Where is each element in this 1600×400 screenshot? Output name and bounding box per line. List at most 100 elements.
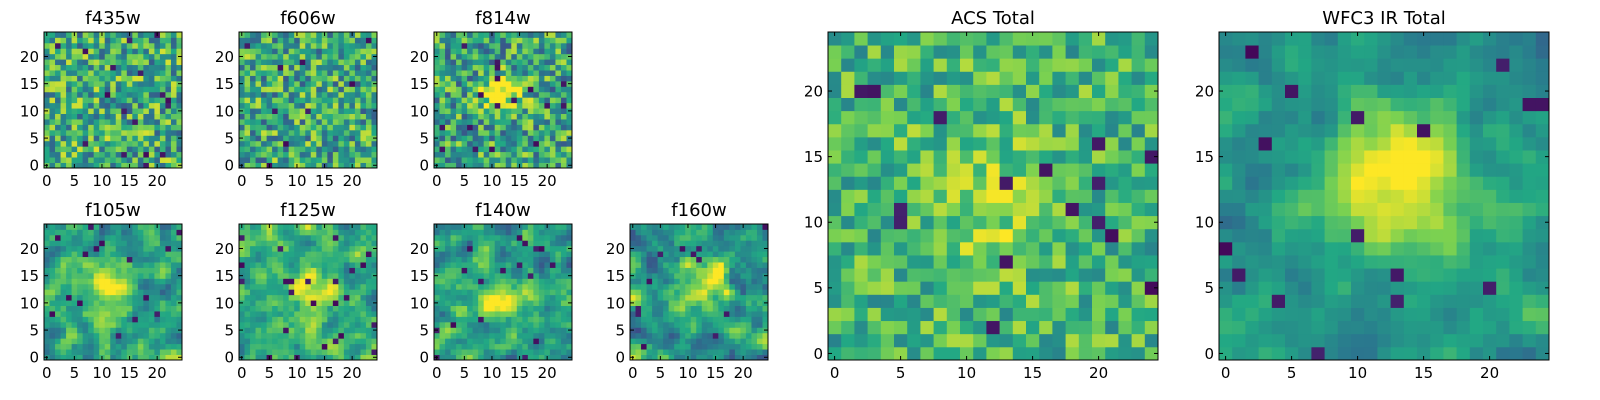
- heatmap-cell: [657, 267, 664, 274]
- heatmap-cell: [494, 354, 501, 361]
- heatmap-cell: [244, 124, 251, 131]
- heatmap-cell: [371, 86, 378, 93]
- heatmap-cell: [467, 113, 474, 120]
- heatmap-cell: [126, 140, 133, 147]
- heatmap-cell: [250, 42, 256, 49]
- heatmap-cell: [467, 267, 474, 274]
- heatmap-cell: [154, 272, 161, 279]
- heatmap-cell: [707, 229, 714, 236]
- heatmap-cell: [343, 146, 350, 153]
- heatmap-cell: [483, 311, 490, 317]
- heatmap-cell: [652, 349, 658, 355]
- heatmap-cell: [55, 283, 61, 290]
- heatmap-cell: [288, 354, 295, 361]
- heatmap-cell: [1065, 228, 1080, 243]
- heatmap-cell: [288, 321, 295, 328]
- heatmap-cell: [505, 75, 512, 82]
- heatmap-cell: [310, 338, 317, 345]
- heatmap-cell: [360, 278, 367, 285]
- heatmap-cell: [255, 91, 262, 98]
- heatmap-cell: [321, 124, 328, 131]
- heatmap-cell: [522, 119, 529, 125]
- heatmap-cell: [745, 251, 752, 258]
- heatmap-cell: [255, 321, 262, 328]
- heatmap-cell: [93, 343, 100, 350]
- heatmap-cell: [729, 229, 736, 236]
- heatmap-cell: [44, 157, 50, 163]
- heatmap-cell: [126, 157, 133, 163]
- heatmap-cell: [445, 321, 451, 328]
- heatmap-cell: [527, 251, 534, 258]
- x-tick-label: 15: [120, 172, 139, 190]
- heatmap-cell: [66, 113, 72, 120]
- heatmap-cell: [360, 108, 367, 114]
- heatmap-cell: [718, 343, 725, 350]
- heatmap-cell: [332, 140, 339, 147]
- heatmap-cell: [973, 281, 987, 295]
- heatmap-cell: [66, 338, 72, 345]
- heatmap-cell: [176, 48, 183, 55]
- heatmap-cell: [126, 245, 133, 252]
- heatmap-cell: [371, 251, 378, 258]
- heatmap-cell: [148, 278, 155, 285]
- heatmap-cell: [176, 332, 183, 339]
- heatmap-cell: [261, 97, 267, 104]
- heatmap-cell: [920, 150, 934, 164]
- heatmap-cell: [679, 294, 686, 301]
- heatmap-cell: [283, 321, 290, 328]
- heatmap-cell: [255, 86, 262, 93]
- heatmap-cell: [828, 281, 842, 295]
- y-tick-label: 5: [224, 321, 234, 339]
- heatmap-cell: [71, 42, 78, 49]
- heatmap-cell: [132, 300, 139, 306]
- heatmap-cell: [483, 53, 490, 60]
- x-tick-label: 20: [734, 364, 753, 382]
- heatmap-cell: [115, 327, 122, 334]
- heatmap-cell: [467, 91, 474, 98]
- heatmap-cell: [494, 108, 501, 114]
- heatmap-cell: [511, 283, 518, 290]
- heatmap-cell: [630, 343, 636, 350]
- heatmap-cell: [93, 91, 100, 98]
- heatmap-cell: [723, 256, 730, 263]
- heatmap-cell: [165, 300, 172, 306]
- heatmap-cell: [360, 354, 367, 361]
- heatmap-cell: [920, 307, 934, 322]
- heatmap-cell: [44, 267, 50, 274]
- heatmap-cell: [104, 140, 111, 147]
- heatmap-cell: [1078, 163, 1093, 177]
- heatmap-cell: [663, 245, 670, 252]
- heatmap-cell: [349, 256, 356, 263]
- heatmap-cell: [244, 332, 251, 339]
- heatmap-cell: [148, 113, 155, 120]
- heatmap-cell: [66, 343, 72, 350]
- heatmap-cell: [55, 162, 61, 169]
- heatmap-cell: [434, 234, 440, 241]
- heatmap-cell: [450, 135, 457, 142]
- heatmap-cell: [483, 349, 490, 355]
- heatmap-cell: [1118, 215, 1132, 230]
- heatmap-cell: [310, 256, 317, 263]
- heatmap-cell: [467, 289, 474, 296]
- heatmap-cell: [439, 140, 446, 147]
- heatmap-cell: [679, 283, 686, 290]
- heatmap-cell: [756, 251, 763, 258]
- heatmap-cell: [1065, 241, 1080, 256]
- heatmap-cell: [115, 80, 122, 87]
- heatmap-cell: [250, 102, 256, 109]
- panel-title: f814w: [475, 8, 531, 29]
- heatmap-cell: [434, 37, 440, 44]
- heatmap-cell: [494, 245, 501, 252]
- heatmap-cell: [894, 294, 908, 308]
- heatmap-cell: [1092, 294, 1106, 308]
- heatmap-cell: [170, 332, 177, 339]
- heatmap-cell: [1039, 307, 1053, 322]
- heatmap-cell: [489, 289, 496, 296]
- heatmap-cell: [143, 278, 150, 285]
- heatmap-cell: [343, 338, 350, 345]
- heatmap-cell: [250, 305, 256, 312]
- heatmap-cell: [170, 245, 177, 252]
- heatmap-cell: [299, 97, 306, 104]
- heatmap-cell: [707, 321, 714, 328]
- heatmap-cell: [560, 48, 567, 55]
